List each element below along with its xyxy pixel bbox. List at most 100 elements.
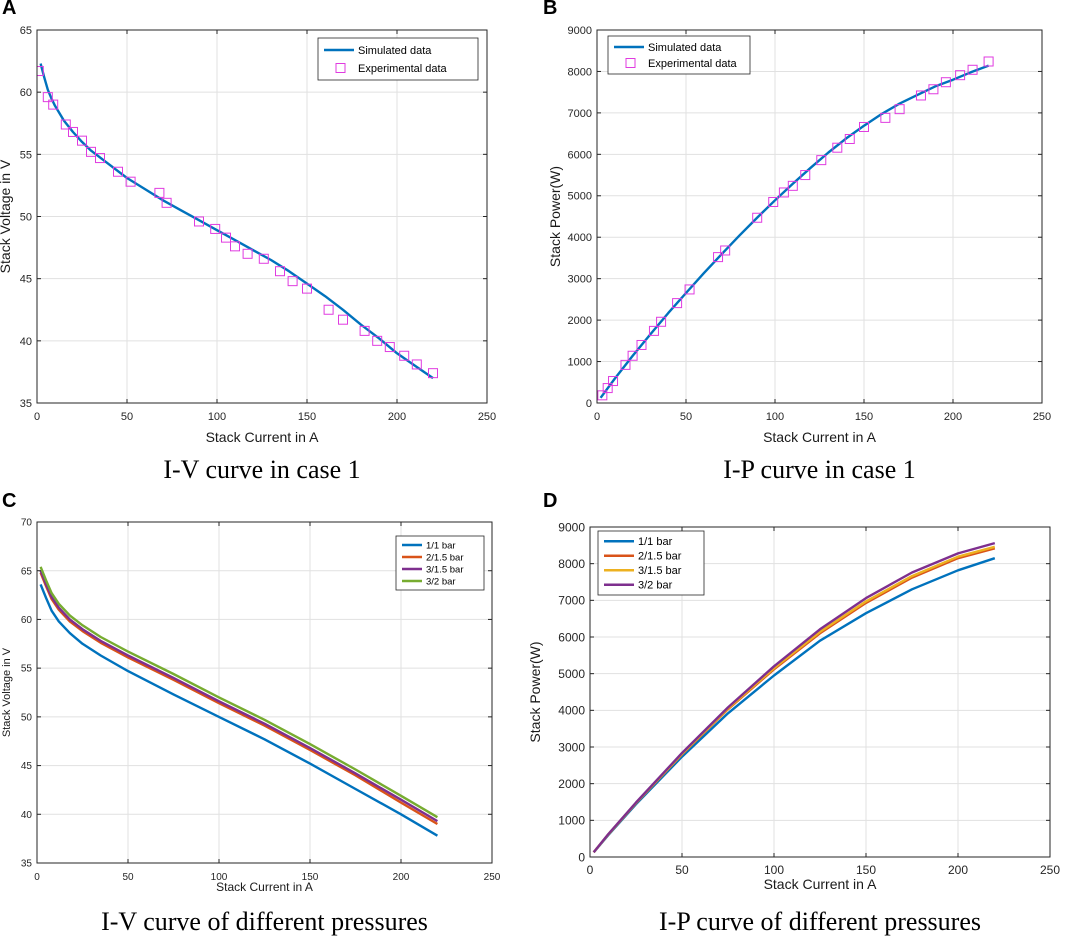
panel-b: 0 50 100 150 200 250 0 1000 2000 3000 4000 5000 6000… xyxy=(543,0,1051,484)
legend-label: 3/1.5 bar xyxy=(638,565,682,577)
y-tick-label: 9000 xyxy=(558,520,585,534)
y-tick-label: 55 xyxy=(20,149,32,161)
y-axis-label: Stack Power(W) xyxy=(527,641,543,742)
plot-area xyxy=(597,30,1042,403)
data-layer xyxy=(597,56,994,401)
axes-frame xyxy=(589,526,1051,858)
legend-marker xyxy=(625,58,636,68)
data-layer xyxy=(39,566,439,837)
data-point-2 xyxy=(983,56,994,67)
y-tick-label: 50 xyxy=(21,712,33,723)
y-tick-label: 6000 xyxy=(568,149,592,161)
x-tick-label: 50 xyxy=(121,411,133,423)
data-point-2 xyxy=(194,216,204,227)
y-axis-label: Stack Voltage in V xyxy=(1,647,13,737)
data-point-2 xyxy=(302,283,312,294)
series-line-3-2-bar xyxy=(39,566,439,819)
data-point-2 xyxy=(940,77,951,88)
y-tick-label: 65 xyxy=(20,25,32,37)
y-tick-label: 4000 xyxy=(568,232,592,244)
data-point-2 xyxy=(778,187,789,198)
y-tick-label: 35 xyxy=(21,859,33,870)
x-axis-label: Stack Current in A xyxy=(763,429,876,445)
panel-caption: I-P curve of different pressures xyxy=(659,907,981,936)
y-axis-label: Stack Power(W) xyxy=(547,166,563,267)
y-tick-label: 8000 xyxy=(558,557,585,571)
y-tick-label: 60 xyxy=(20,87,32,99)
y-axis-label: Stack Voltage in V xyxy=(0,159,13,273)
data-point-2 xyxy=(672,298,683,309)
legend: Simulated data Experimental data xyxy=(317,37,479,81)
data-point-2 xyxy=(636,339,647,350)
data-point-2 xyxy=(656,316,667,327)
data-point-2 xyxy=(60,119,71,130)
data-point-2 xyxy=(210,223,221,234)
data-point-2 xyxy=(125,176,136,187)
x-tick-label: 200 xyxy=(944,411,962,423)
legend-label: 3/2 bar xyxy=(426,576,456,587)
x-tick-label: 200 xyxy=(393,872,410,883)
x-tick-label: 0 xyxy=(34,411,40,423)
series-line-1-1-bar xyxy=(39,583,439,837)
x-tick-label: 250 xyxy=(484,872,501,883)
data-point-2 xyxy=(68,126,78,137)
y-tick-label: 65 xyxy=(21,566,33,577)
data-point-2 xyxy=(359,325,370,336)
x-tick-label: 150 xyxy=(855,411,873,423)
y-tick-label: 2000 xyxy=(568,315,592,327)
x-tick-label: 250 xyxy=(1040,863,1060,877)
series-line-3-1-5-bar xyxy=(39,570,439,823)
data-point-2 xyxy=(37,66,44,77)
legend-label: 2/1.5 bar xyxy=(426,552,464,563)
data-point-2 xyxy=(602,383,613,394)
x-tick-label: 100 xyxy=(208,411,226,423)
data-point-2 xyxy=(338,314,348,325)
data-point-2 xyxy=(597,390,608,401)
y-tick-label: 45 xyxy=(21,761,33,772)
y-tick-label: 3000 xyxy=(568,274,592,286)
data-point-2 xyxy=(955,70,966,81)
panel-letter: C xyxy=(2,490,16,512)
x-tick-label: 150 xyxy=(856,863,876,877)
y-tick-label: 1000 xyxy=(558,814,585,828)
data-point-2 xyxy=(859,121,869,132)
y-tick-label: 40 xyxy=(20,336,32,348)
x-tick-label: 100 xyxy=(766,411,784,423)
data-point-2 xyxy=(844,133,855,144)
y-tick-label: 55 xyxy=(21,664,33,675)
data-point-2 xyxy=(967,64,978,75)
data-point-2 xyxy=(768,196,779,207)
data-point-2 xyxy=(323,304,334,315)
data-point-2 xyxy=(816,155,827,166)
data-point-2 xyxy=(608,376,619,387)
panel-caption: I-P curve in case 1 xyxy=(723,455,916,484)
y-tick-label: 8000 xyxy=(568,66,592,78)
data-layer xyxy=(37,63,438,380)
x-tick-label: 250 xyxy=(478,411,496,423)
legend-label: 3/2 bar xyxy=(638,580,673,592)
y-tick-label: 6000 xyxy=(558,630,585,644)
data-point-2 xyxy=(752,212,763,223)
x-tick-label: 0 xyxy=(34,872,40,883)
y-tick-label: 5000 xyxy=(568,191,592,203)
data-point-2 xyxy=(287,276,298,287)
panel-a: 0 50 100 150 200 250 35 40 45 50 55 60 65 Stack Curre… xyxy=(0,0,496,484)
y-tick-label: 2000 xyxy=(558,777,585,791)
data-point-2 xyxy=(154,187,165,198)
panel-letter: D xyxy=(543,490,557,512)
x-tick-label: 50 xyxy=(675,863,689,877)
x-tick-label: 0 xyxy=(594,411,600,423)
axes-frame xyxy=(36,521,493,864)
x-tick-label: 100 xyxy=(764,863,784,877)
data-point-2 xyxy=(800,170,811,181)
data-point-2 xyxy=(915,90,926,101)
x-tick-label: 50 xyxy=(680,411,692,423)
legend-label: Experimental data xyxy=(358,63,448,75)
panel-caption: I-V curve in case 1 xyxy=(163,455,360,484)
data-point-2 xyxy=(787,180,798,191)
panel-c: 0 50 100 150 200 250 35 40 45 50 55 60 65 70 Stack Cur… xyxy=(1,490,501,936)
legend-label: Simulated data xyxy=(648,42,722,54)
y-tick-label: 60 xyxy=(21,615,33,626)
